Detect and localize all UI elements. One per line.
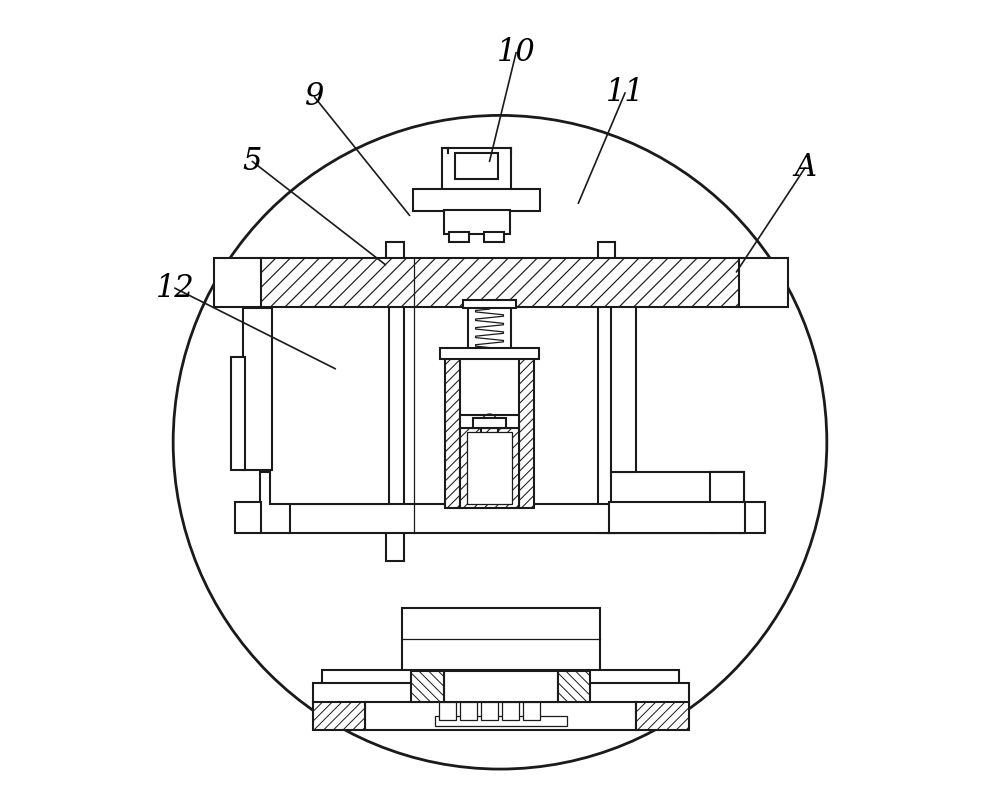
Bar bbox=[484, 232, 504, 242]
Bar bbox=[386, 242, 404, 561]
Bar bbox=[439, 702, 456, 720]
Bar bbox=[214, 258, 263, 307]
Bar bbox=[231, 357, 245, 470]
Bar bbox=[449, 232, 469, 242]
Bar bbox=[468, 307, 511, 355]
Bar bbox=[611, 472, 744, 504]
Bar bbox=[636, 702, 689, 730]
Bar bbox=[402, 608, 600, 671]
Bar bbox=[435, 716, 567, 726]
Bar bbox=[609, 502, 745, 533]
Bar bbox=[261, 258, 739, 307]
Bar bbox=[473, 418, 506, 428]
Bar bbox=[444, 671, 558, 702]
Bar bbox=[710, 472, 744, 504]
Bar bbox=[313, 702, 365, 730]
Text: 10: 10 bbox=[497, 37, 536, 68]
Bar bbox=[260, 472, 290, 533]
Bar bbox=[460, 415, 519, 428]
Bar bbox=[502, 702, 519, 720]
Bar bbox=[445, 355, 460, 508]
Bar bbox=[289, 504, 714, 533]
Bar bbox=[322, 670, 679, 684]
Bar bbox=[467, 432, 512, 504]
Bar bbox=[365, 702, 636, 730]
Bar bbox=[481, 428, 498, 488]
Bar bbox=[558, 671, 590, 702]
Bar bbox=[463, 300, 516, 308]
Bar bbox=[738, 258, 788, 307]
Bar bbox=[460, 428, 519, 508]
Text: A: A bbox=[794, 153, 816, 183]
Bar bbox=[442, 148, 511, 191]
Bar bbox=[243, 308, 272, 470]
Bar bbox=[235, 502, 261, 533]
Text: 11: 11 bbox=[606, 77, 644, 108]
Bar bbox=[455, 153, 498, 179]
Bar bbox=[481, 702, 498, 720]
Bar bbox=[740, 502, 765, 533]
Bar bbox=[313, 683, 689, 704]
Bar bbox=[519, 355, 534, 508]
Bar bbox=[270, 304, 389, 504]
Text: 9: 9 bbox=[305, 82, 324, 112]
Bar bbox=[711, 472, 742, 533]
Text: 12: 12 bbox=[155, 273, 194, 303]
Bar bbox=[440, 348, 539, 359]
Text: 5: 5 bbox=[243, 146, 262, 177]
Bar bbox=[460, 702, 477, 720]
Bar bbox=[523, 702, 540, 720]
Bar bbox=[411, 671, 444, 702]
Bar bbox=[611, 303, 636, 472]
Bar bbox=[413, 189, 540, 211]
Bar bbox=[598, 242, 615, 533]
Bar bbox=[444, 210, 510, 234]
